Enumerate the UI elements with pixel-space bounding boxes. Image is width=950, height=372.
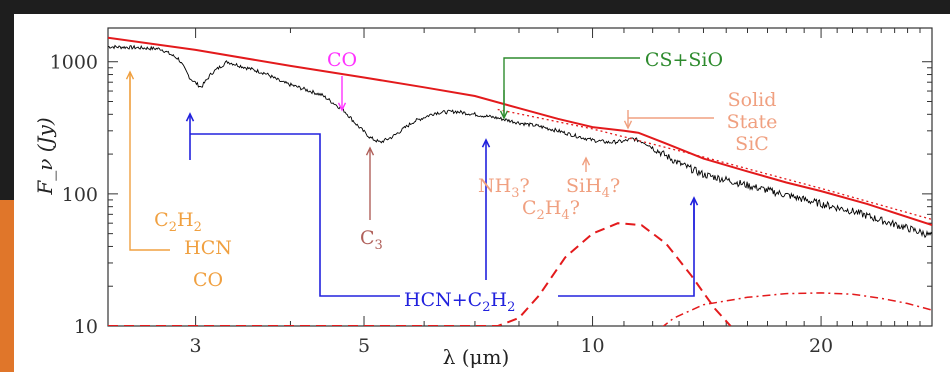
blue-arrow-mid-head bbox=[481, 138, 491, 148]
svg-text:F_ν (Jy): F_ν (Jy) bbox=[33, 117, 57, 195]
sic-arrow-head bbox=[623, 120, 633, 130]
x-tick-label: 3 bbox=[190, 335, 202, 357]
annotation-c2h4: C2H4? bbox=[522, 197, 580, 223]
y-tick-label: 10 bbox=[74, 316, 98, 338]
annotation-c2h2: C2H2 bbox=[154, 209, 202, 235]
annotation-c3: C3 bbox=[360, 227, 383, 253]
x-tick-label: 20 bbox=[809, 335, 833, 357]
tick-labels: 3 5 10 20 10 100 1000 bbox=[50, 52, 834, 357]
series-layer bbox=[108, 36, 932, 326]
annotation-solid: Solid bbox=[728, 89, 777, 111]
dust-dashdot-line bbox=[662, 292, 932, 326]
blue-connector-right bbox=[558, 200, 695, 297]
annotation-hcn-c2h2: HCN+C2H2 bbox=[404, 289, 515, 315]
co-arrow-head bbox=[337, 102, 347, 112]
dust-dashed-line bbox=[108, 222, 732, 326]
observed-spectrum-line bbox=[108, 44, 932, 239]
model-dotted-line bbox=[497, 108, 932, 221]
axes-layer bbox=[107, 27, 933, 327]
y-axis-label: F_ν (Jy) bbox=[33, 117, 57, 195]
model-continuum-line bbox=[108, 36, 932, 227]
x-tick-label: 5 bbox=[358, 335, 370, 357]
plot-frame bbox=[107, 27, 933, 327]
annotation-sic: SiC bbox=[735, 133, 769, 155]
top-dark-band bbox=[14, 0, 950, 14]
annotation-layer bbox=[125, 57, 714, 297]
orange-connector bbox=[129, 74, 170, 251]
x-axis-label: λ (μm) bbox=[443, 345, 510, 369]
annotation-cs-sio: CS+SiO bbox=[645, 49, 723, 71]
annotation-state: State bbox=[727, 111, 778, 133]
annotation-co-left: CO bbox=[193, 269, 223, 291]
y-tick-label: 100 bbox=[62, 184, 98, 206]
c3-arrow-head bbox=[365, 146, 375, 156]
x-tick-label: 10 bbox=[580, 335, 604, 357]
cs-sio-arrow-head bbox=[499, 110, 509, 120]
annotation-hcn: HCN bbox=[184, 237, 232, 259]
blue-arrow-left-head bbox=[185, 112, 195, 122]
y-tick-label: 1000 bbox=[50, 52, 98, 74]
nh3-arrow-head bbox=[581, 156, 591, 166]
blue-connector-left bbox=[190, 133, 400, 297]
annotation-co-top: CO bbox=[327, 49, 357, 71]
plot-panel bbox=[14, 0, 950, 372]
annotation-sih4: SiH4? bbox=[566, 175, 620, 201]
annotation-nh3: NH3? bbox=[478, 175, 530, 201]
left-orange-stripe bbox=[0, 200, 14, 372]
blue-arrow-right-head bbox=[689, 196, 699, 206]
orange-arrow-head bbox=[125, 70, 135, 80]
